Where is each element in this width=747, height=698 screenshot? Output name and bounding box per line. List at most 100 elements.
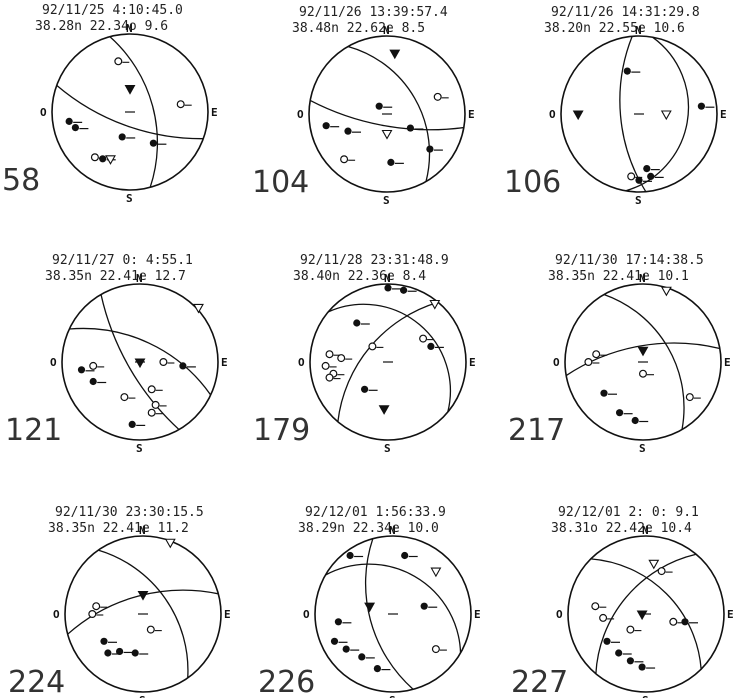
south-label: S [642, 694, 649, 698]
nodal-plane [100, 294, 180, 431]
west-label: O [297, 108, 304, 121]
north-label: N [136, 272, 143, 285]
beachball-panel-106: 92/11/26 14:31:29.838.20n 22.55e 10.6N S E… [504, 5, 727, 207]
dilatation-point [321, 361, 330, 370]
south-label: S [389, 694, 396, 698]
compression-point [647, 172, 655, 180]
t-axis-triangle [105, 155, 116, 165]
nodal-plane [69, 327, 212, 396]
compression-point [616, 409, 624, 417]
p-axis-triangle [134, 358, 146, 369]
compression-point [400, 286, 408, 294]
p-axis-triangle [378, 405, 390, 415]
compression-point [600, 389, 608, 397]
compression-point [361, 385, 369, 393]
event-date: 92/12/01 1:56:33.9 [305, 505, 446, 520]
compression-point [100, 637, 108, 645]
compression-point [89, 377, 97, 386]
dilatation-point [176, 100, 185, 109]
event-coords: 38.35n 22.41e 10.1 [548, 269, 689, 284]
north-label: N [126, 22, 133, 35]
t-axis-triangle [429, 299, 441, 310]
dilatation-point [147, 408, 156, 417]
compression-point [603, 637, 611, 645]
compression-point [128, 420, 136, 428]
event-coords: 38.31o 22.42e 10.4 [551, 521, 692, 536]
east-label: E [720, 108, 727, 121]
north-label: N [639, 272, 646, 285]
event-coords: 38.35n 22.41e 11.2 [48, 521, 189, 536]
p-axis-triangle [636, 610, 648, 621]
compression-point [626, 657, 635, 665]
compression-point [179, 362, 187, 370]
event-date: 92/11/26 13:39:57.4 [299, 5, 448, 20]
dilatation-point [159, 358, 168, 367]
east-label: E [727, 608, 734, 621]
nodal-plane [619, 36, 647, 193]
compression-point [401, 551, 409, 560]
east-label: E [468, 108, 475, 121]
dilatation-point [626, 625, 635, 634]
stereonet-circle [64, 535, 222, 693]
event-coords: 38.20n 22.55e 10.6 [544, 21, 685, 36]
p-axis-triangle [364, 602, 376, 613]
nodal-plane [309, 99, 464, 131]
stereonet-circle [309, 283, 467, 441]
event-number: 104 [252, 165, 309, 200]
south-label: S [383, 194, 390, 207]
t-axis-triangle [430, 567, 442, 578]
south-label: S [635, 194, 642, 207]
west-label: O [298, 356, 305, 369]
beachball-panel-224: 92/11/30 23:30:15.538.35n 22.41e 11.2N S E… [8, 505, 231, 698]
north-label: N [635, 24, 642, 37]
compression-point [623, 67, 631, 75]
event-date: 92/11/25 4:10:45.0 [42, 3, 183, 18]
t-axis-triangle [660, 110, 672, 121]
compression-point [346, 551, 354, 560]
dilatation-point [368, 342, 377, 351]
dilatation-point [584, 358, 593, 367]
t-axis-triangle [164, 538, 176, 549]
compression-point [344, 127, 352, 135]
compression-point [131, 649, 139, 657]
nodal-plane [603, 293, 685, 430]
east-label: E [211, 106, 218, 119]
compression-point [387, 158, 395, 166]
west-label: O [50, 356, 57, 369]
compression-point [330, 637, 339, 645]
east-label: E [469, 356, 476, 369]
event-coords: 38.29n 22.34e 10.0 [298, 521, 439, 536]
south-label: S [126, 192, 133, 205]
event-number: 224 [8, 665, 65, 698]
north-label: N [389, 524, 396, 537]
south-label: S [384, 442, 391, 455]
compression-point [99, 155, 107, 163]
beachball-panel-226: 92/12/01 1:56:33.938.29n 22.34e 10.0N S E O… [258, 505, 481, 698]
beachball-panel-121: 92/11/27 0: 4:55.138.35n 22.41e 12.7N S E O… [5, 253, 228, 455]
dilatation-point [657, 567, 666, 576]
compression-point [334, 618, 342, 626]
event-date: 92/11/26 14:31:29.8 [551, 5, 700, 20]
nodal-plane [590, 558, 702, 670]
west-label: O [53, 608, 60, 621]
beachball-panel-58: 92/11/25 4:10:45.038.28n 22.34o 9.6N S E O 5… [2, 3, 218, 205]
event-number: 227 [511, 665, 568, 698]
south-label: S [136, 442, 143, 455]
compression-point [116, 647, 124, 656]
dilatation-point [599, 613, 608, 622]
event-coords: 38.35n 22.41e 12.7 [45, 269, 186, 284]
stereonet-circle [567, 535, 725, 693]
stereonet-circle [564, 283, 722, 441]
nodal-plane [327, 303, 452, 413]
dilatation-point [685, 393, 694, 402]
compression-point [406, 124, 414, 132]
event-coords: 38.28n 22.34o 9.6 [35, 19, 168, 34]
p-axis-triangle [572, 110, 584, 121]
compression-point [65, 117, 73, 125]
nodal-plane [565, 342, 720, 377]
compression-point [149, 139, 157, 147]
compression-point [71, 124, 79, 132]
event-date: 92/11/27 0: 4:55.1 [52, 253, 193, 268]
event-date: 92/12/01 2: 0: 9.1 [558, 505, 699, 520]
event-number: 217 [508, 413, 565, 448]
